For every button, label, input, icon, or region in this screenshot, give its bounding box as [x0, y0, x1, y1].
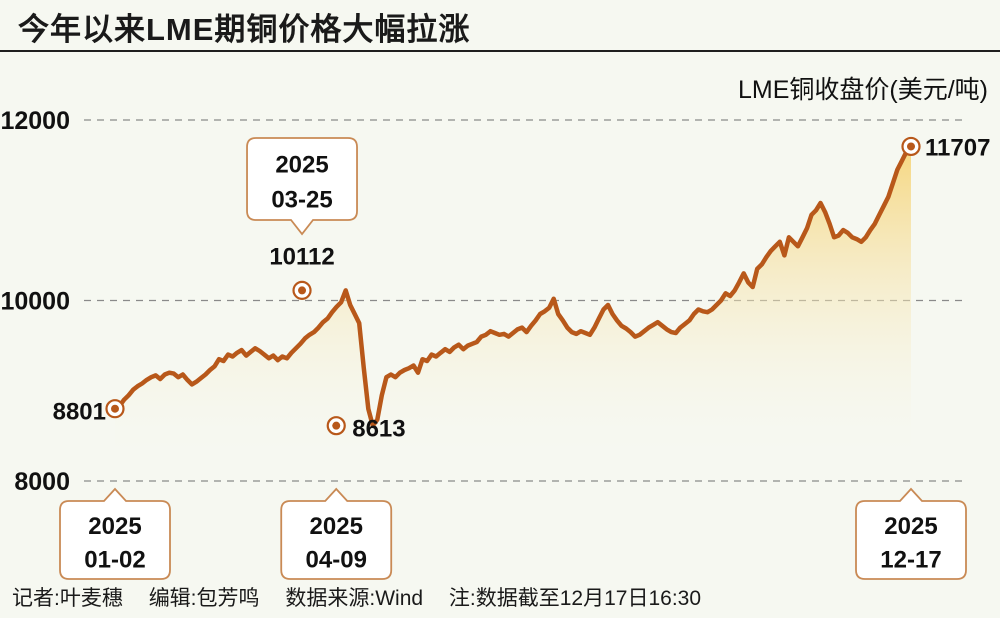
callout-year: 2025 [88, 513, 141, 540]
callout-year: 2025 [310, 513, 363, 540]
y-axis-title: LME铜收盘价(美元/吨) [738, 76, 988, 104]
footer-source: 数据来源:Wind [285, 587, 424, 610]
chart-title: 今年以来LME期铜价格大幅拉涨 [18, 12, 471, 47]
title-divider [0, 50, 1000, 52]
price-line [112, 144, 914, 428]
marker-dot-11707 [907, 142, 915, 151]
callout-box [59, 487, 171, 580]
data-label-8613: 8613 [352, 416, 405, 443]
data-label-11707: 11707 [925, 134, 990, 161]
y-tick-label-8000: 8000 [14, 468, 70, 496]
footer: 记者:叶麦穗 编辑:包芳鸣 数据来源:Wind 注:数据截至12月17日16:3… [12, 582, 721, 612]
marker-dot-8801 [111, 404, 119, 413]
callout-year: 2025 [884, 513, 937, 540]
callout-year: 2025 [275, 151, 328, 178]
callout-date: 12-17 [880, 546, 941, 573]
callout-date: 04-09 [306, 546, 367, 573]
y-tick-label-12000: 12000 [0, 107, 70, 135]
footer-reporter: 记者:叶麦穗 [12, 587, 123, 610]
marker-dot-10112 [298, 286, 307, 295]
data-label-8801: 8801 [53, 399, 106, 426]
date-callout-mar-25: 2025 03-25 [246, 137, 358, 236]
callout-date: 01-02 [84, 546, 145, 573]
marker-dot-8613 [332, 421, 341, 430]
footer-editor: 编辑:包芳鸣 [148, 587, 260, 610]
price-area-fill [115, 146, 911, 463]
callout-date: 03-25 [271, 187, 332, 214]
date-callout-apr-09: 2025 04-09 [280, 487, 393, 580]
date-callout-dec-17: 2025 12-17 [855, 487, 967, 580]
date-callout-jan-02: 2025 01-02 [59, 487, 171, 580]
callout-box [855, 487, 967, 580]
y-tick-label-10000: 10000 [0, 288, 70, 316]
callout-box [246, 137, 358, 236]
data-label-10112: 10112 [269, 243, 334, 270]
footer-note: 注:数据截至12月17日16:30 [448, 587, 702, 610]
callout-box [280, 487, 393, 580]
